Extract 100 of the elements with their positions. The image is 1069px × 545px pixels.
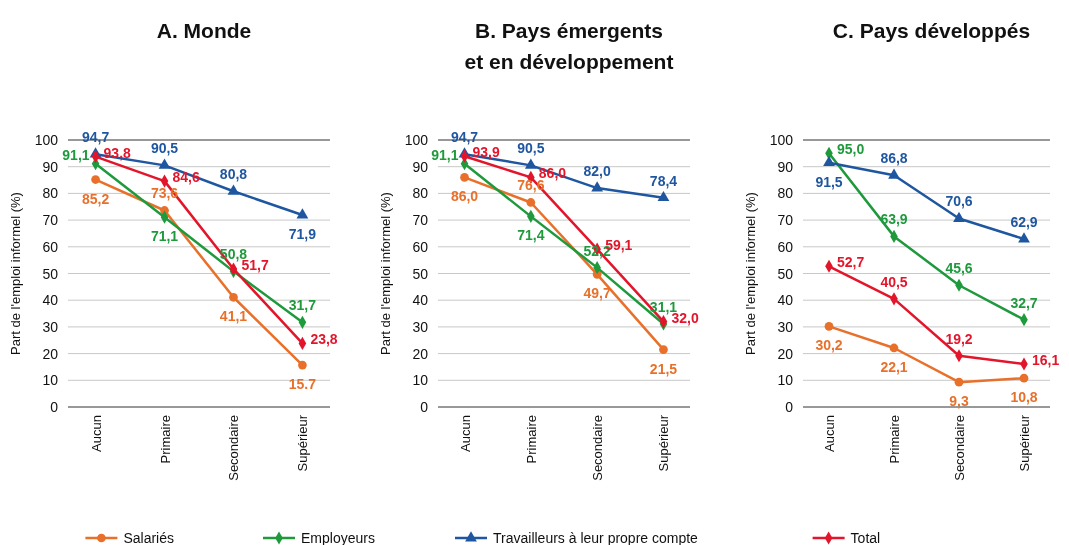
data-label: 32,7 [1010, 294, 1038, 311]
x-tick-label: Secondaire [952, 415, 967, 481]
y-tick-label: 70 [412, 212, 429, 229]
data-label: 49,7 [583, 285, 611, 302]
x-tick-label: Aucun [457, 415, 473, 452]
data-label: 62,9 [1010, 214, 1038, 231]
chart-title: A. Monde [156, 19, 252, 42]
data-label: 45,6 [945, 260, 973, 277]
data-label: 78,4 [649, 172, 678, 189]
data-label: 10,8 [1010, 389, 1038, 406]
chart-title: C. Pays développés [832, 19, 1031, 42]
data-label: 71,1 [150, 228, 179, 245]
legend-label: Employeurs [301, 530, 375, 545]
point [1019, 373, 1029, 383]
point [954, 377, 964, 387]
point [298, 360, 307, 370]
data-label: 52,7 [837, 254, 865, 271]
y-tick-label: 40 [42, 292, 59, 309]
point [823, 155, 835, 167]
y-tick-label: 0 [420, 399, 429, 415]
data-label: 91,5 [815, 173, 843, 190]
point [526, 198, 536, 207]
y-tick-label: 80 [42, 185, 59, 202]
data-label: 71,9 [288, 226, 317, 243]
data-label: 82,0 [583, 163, 611, 180]
y-tick-label: 0 [785, 399, 794, 415]
y-tick-label: 50 [412, 265, 429, 282]
x-tick-label: Secondaire [226, 415, 242, 481]
data-label: 86,0 [450, 188, 479, 205]
data-label: 90,5 [150, 140, 179, 157]
y-axis-title: Part de l'emploi informel (%) [8, 192, 23, 355]
point [158, 158, 171, 169]
data-label: 9,3 [949, 393, 969, 410]
x-tick-label: Supérieur [1017, 414, 1032, 472]
data-label: 85,2 [81, 190, 110, 207]
data-label: 94,7 [81, 129, 110, 146]
point [888, 168, 900, 179]
x-tick-label: Aucun [88, 415, 104, 452]
data-label: 41,1 [219, 308, 248, 325]
point [889, 343, 899, 353]
point [1018, 232, 1030, 243]
y-tick-label: 90 [42, 158, 59, 175]
x-tick-label: Supérieur [295, 414, 311, 472]
y-tick-label: 20 [42, 345, 59, 362]
y-axis-title: Part de l'emploi informel (%) [378, 192, 393, 355]
point [591, 181, 604, 192]
y-tick-label: 70 [42, 212, 59, 229]
y-tick-label: 10 [42, 372, 59, 389]
data-label: 21,5 [649, 360, 678, 377]
data-label: 90,5 [517, 140, 545, 157]
data-label: 15.7 [288, 376, 317, 393]
x-tick-label: Secondaire [590, 415, 606, 481]
y-tick-label: 40 [412, 292, 429, 309]
data-label: 93,9 [472, 144, 500, 161]
y-tick-label: 30 [42, 318, 59, 335]
y-tick-label: 10 [777, 372, 794, 389]
y-tick-label: 80 [412, 185, 429, 202]
data-label: 16,1 [1032, 352, 1060, 369]
y-tick-label: 30 [777, 318, 794, 335]
data-label: 19,2 [945, 330, 973, 347]
data-label: 84,6 [172, 169, 200, 186]
data-label: 91,1 [62, 146, 90, 163]
point [296, 208, 309, 219]
y-tick-label: 100 [404, 132, 429, 148]
data-label: 70,6 [945, 193, 973, 210]
data-label: 31,7 [288, 297, 317, 314]
point [227, 184, 240, 195]
y-tick-label: 90 [777, 158, 794, 175]
legend-label: Salariés [123, 530, 174, 545]
y-tick-label: 70 [777, 212, 794, 229]
x-tick-label: Aucun [822, 415, 837, 452]
data-label: 71,4 [517, 227, 545, 244]
y-axis-title: Part de l'emploi informel (%) [743, 192, 758, 355]
y-tick-label: 80 [777, 185, 794, 202]
chart-title: B. Pays émergents et en développement [464, 19, 674, 73]
data-label: 23,8 [310, 331, 338, 348]
point [657, 190, 670, 202]
data-label: 22,1 [880, 358, 908, 375]
data-label: 91,1 [431, 146, 459, 163]
x-tick-label: Primaire [523, 415, 539, 464]
x-tick-label: Supérieur [656, 414, 672, 472]
y-tick-label: 60 [42, 238, 59, 255]
point [659, 345, 668, 354]
y-tick-label: 60 [412, 238, 429, 255]
data-label: 40,5 [880, 273, 908, 290]
point [824, 322, 834, 331]
point [953, 211, 965, 222]
point [91, 175, 100, 184]
point [460, 173, 469, 182]
y-tick-label: 10 [412, 372, 429, 389]
y-tick-label: 20 [777, 345, 794, 362]
data-label: 80,8 [219, 166, 248, 183]
data-label: 86,8 [880, 150, 908, 167]
x-tick-label: Primaire [157, 415, 173, 464]
y-tick-label: 20 [412, 345, 429, 362]
y-tick-label: 100 [769, 132, 794, 148]
point [524, 158, 537, 169]
x-tick-label: Primaire [887, 415, 902, 464]
legend-label: Travailleurs à leur propre compte [493, 530, 699, 545]
y-tick-label: 60 [777, 238, 794, 255]
